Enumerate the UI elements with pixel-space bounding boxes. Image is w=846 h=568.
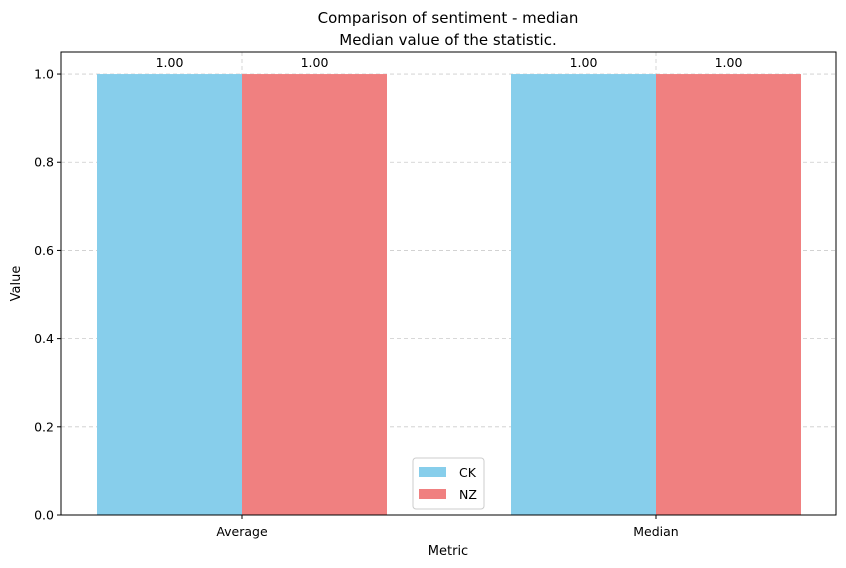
x-axis-ticks: Average Median xyxy=(216,515,679,539)
y-tick-label: 1.0 xyxy=(34,67,54,82)
legend-label-ck: CK xyxy=(459,465,477,480)
bar-value-label: 1.00 xyxy=(301,55,329,70)
chart-title: Comparison of sentiment - median xyxy=(318,9,579,27)
bars xyxy=(97,74,801,516)
x-axis-label: Metric xyxy=(428,544,468,559)
y-tick-label: 0.4 xyxy=(34,331,54,346)
legend-swatch-ck xyxy=(419,467,446,477)
bar-value-labels: 1.00 1.00 1.00 1.00 xyxy=(156,55,743,70)
y-tick-label: 0.6 xyxy=(34,243,54,258)
y-axis-ticks: 0.0 0.2 0.4 0.6 0.8 1.0 xyxy=(34,67,61,523)
x-tick-label: Average xyxy=(216,524,268,539)
bar-ck-median xyxy=(511,74,656,516)
y-tick-label: 0.0 xyxy=(34,508,54,523)
plot-frame xyxy=(60,51,837,516)
bar-nz-average xyxy=(242,74,387,516)
bar-nz-median xyxy=(656,74,801,516)
y-tick-label: 0.2 xyxy=(34,419,54,434)
bar-value-label: 1.00 xyxy=(715,55,743,70)
legend: CK NZ xyxy=(412,457,485,510)
y-tick-label: 0.8 xyxy=(34,155,54,170)
legend-label-nz: NZ xyxy=(459,487,477,502)
legend-swatch-nz xyxy=(419,489,446,499)
bar-value-label: 1.00 xyxy=(570,55,598,70)
chart-subtitle: Median value of the statistic. xyxy=(339,31,557,49)
y-axis-label: Value xyxy=(9,266,24,302)
x-tick-label: Median xyxy=(633,524,678,539)
bar-ck-average xyxy=(97,74,242,516)
bar-value-label: 1.00 xyxy=(156,55,184,70)
